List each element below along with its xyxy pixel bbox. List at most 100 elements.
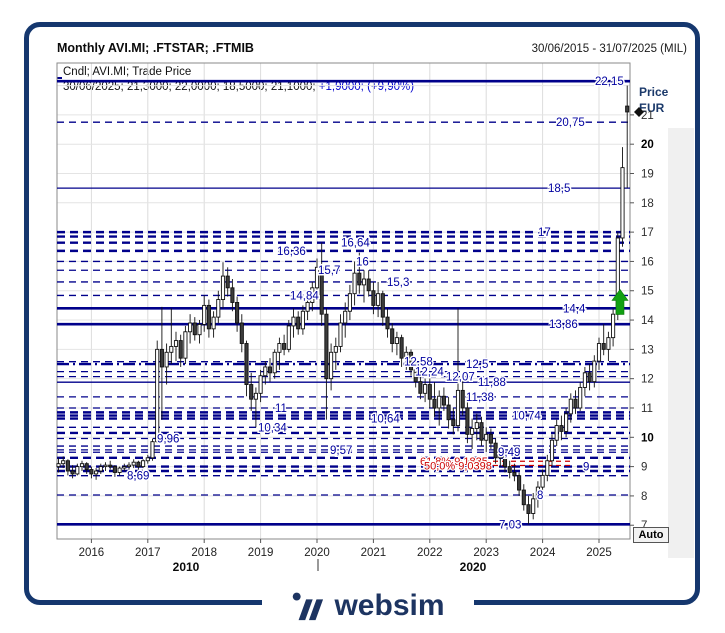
level-price-label: 16,36: [277, 246, 306, 258]
year-tick-label: 2018: [191, 547, 217, 559]
candle-body: [357, 272, 362, 286]
fibonacci-label: 50,0% 9,0398: [424, 460, 492, 472]
candle-body: [606, 337, 611, 350]
year-tick-label: 2016: [79, 547, 105, 559]
candle-body: [549, 439, 555, 462]
candle-body: [300, 310, 305, 330]
candle-body: [211, 316, 216, 330]
candle-body: [70, 470, 75, 475]
candle-body: [131, 461, 136, 466]
candle-body: [117, 467, 122, 473]
level-price-label: 8,69: [127, 471, 149, 483]
candle-body: [625, 105, 630, 113]
candle-body: [333, 345, 338, 353]
price-axis-title-line2: EUR: [639, 101, 665, 115]
candle-body: [235, 302, 240, 324]
candle-body: [216, 299, 221, 318]
candle-body: [390, 328, 395, 344]
price-tick-label: 9: [641, 462, 647, 474]
candle-body: [404, 351, 409, 359]
candle-body: [493, 442, 498, 459]
level-price-label: 20,75: [556, 117, 585, 129]
candle-body: [376, 293, 381, 306]
legend-ohlc-values: 30/06/2025; 21,3000; 22,0000; 18,5000; 2…: [63, 81, 319, 93]
candle-body: [564, 413, 569, 432]
candle-body: [347, 293, 352, 312]
level-price-label: 15,7: [318, 265, 340, 277]
date-range: 30/06/2015 - 31/07/2025 (MIL): [531, 43, 687, 55]
candle-body: [267, 366, 273, 374]
candle-body: [263, 366, 268, 377]
legend-series-label: Cndl; AVI.MI; Trade Price: [63, 66, 192, 78]
candle-body: [89, 469, 94, 475]
candle-body: [239, 322, 244, 344]
candle-body: [79, 463, 85, 468]
candle-body: [582, 372, 587, 388]
level-price-label: 12,58: [404, 357, 433, 369]
last-price-diamond-icon: [634, 106, 644, 117]
candle-body: [371, 290, 376, 306]
candle-body: [479, 422, 484, 441]
candle-body: [343, 310, 348, 324]
candle-body: [319, 266, 324, 315]
candle-body: [192, 322, 197, 336]
series-color-tick: [57, 77, 62, 79]
price-tick-label: 18: [641, 198, 654, 210]
candle-body: [108, 464, 113, 468]
price-tick-label: 15: [641, 286, 654, 298]
level-price-label: 11: [275, 403, 287, 415]
candle-body: [225, 275, 230, 289]
candle-body: [573, 398, 578, 409]
candle-body: [103, 464, 108, 468]
candle-body: [202, 304, 207, 325]
candle-body: [540, 474, 545, 488]
candle-body: [554, 425, 559, 441]
candle-body: [465, 407, 470, 435]
price-tick-label: 8: [641, 491, 647, 503]
year-tick-label: 2025: [586, 547, 612, 559]
candle-body: [244, 343, 249, 385]
candle-body: [173, 340, 179, 347]
level-price-label: 7,03: [499, 519, 521, 531]
price-tick-label: 11: [641, 403, 653, 415]
candle-body: [286, 325, 291, 350]
candle-body: [502, 454, 508, 468]
auto-scale-button[interactable]: Auto: [633, 527, 669, 543]
level-labels: 22,15 20,75 18,5 17 16,64 16,36 16 15,7 15,3 14,8…: [126, 75, 626, 533]
candle-body: [253, 392, 258, 400]
candle-body: [470, 428, 475, 435]
year-tick-label: 2024: [530, 547, 556, 559]
price-tick-label: 16: [641, 256, 654, 268]
price-tick-label: 21: [641, 110, 654, 122]
candle-body: [352, 272, 357, 295]
candle-body: [380, 293, 385, 318]
candle-body: [338, 322, 343, 347]
candle-body: [531, 498, 536, 514]
candle-body: [423, 384, 428, 394]
candle-body: [136, 461, 141, 468]
websim-logo: websim: [262, 582, 474, 630]
candle-body: [112, 466, 117, 473]
level-price-label: 12,5: [466, 359, 488, 371]
level-price-label: 16: [356, 256, 369, 268]
year-tick-label: 2021: [361, 547, 387, 559]
candle-body: [526, 504, 531, 514]
candle-body: [169, 345, 174, 353]
candle-body: [559, 425, 564, 432]
candle-body: [206, 304, 211, 330]
candle-body: [474, 422, 479, 429]
candle-body: [394, 337, 399, 344]
level-price-label: 13,86: [549, 319, 578, 331]
candle-body: [611, 313, 616, 339]
candle-body: [84, 463, 89, 470]
price-axis-title-line1: Price: [639, 85, 669, 99]
candle-body: [56, 463, 61, 468]
candle-body: [296, 316, 301, 330]
level-price-label: 10,34: [258, 422, 287, 434]
candle-body: [460, 389, 465, 409]
decade-label: 2020: [460, 560, 487, 574]
candle-body: [408, 351, 414, 371]
candle-body: [432, 398, 437, 409]
candle-body: [366, 278, 371, 292]
